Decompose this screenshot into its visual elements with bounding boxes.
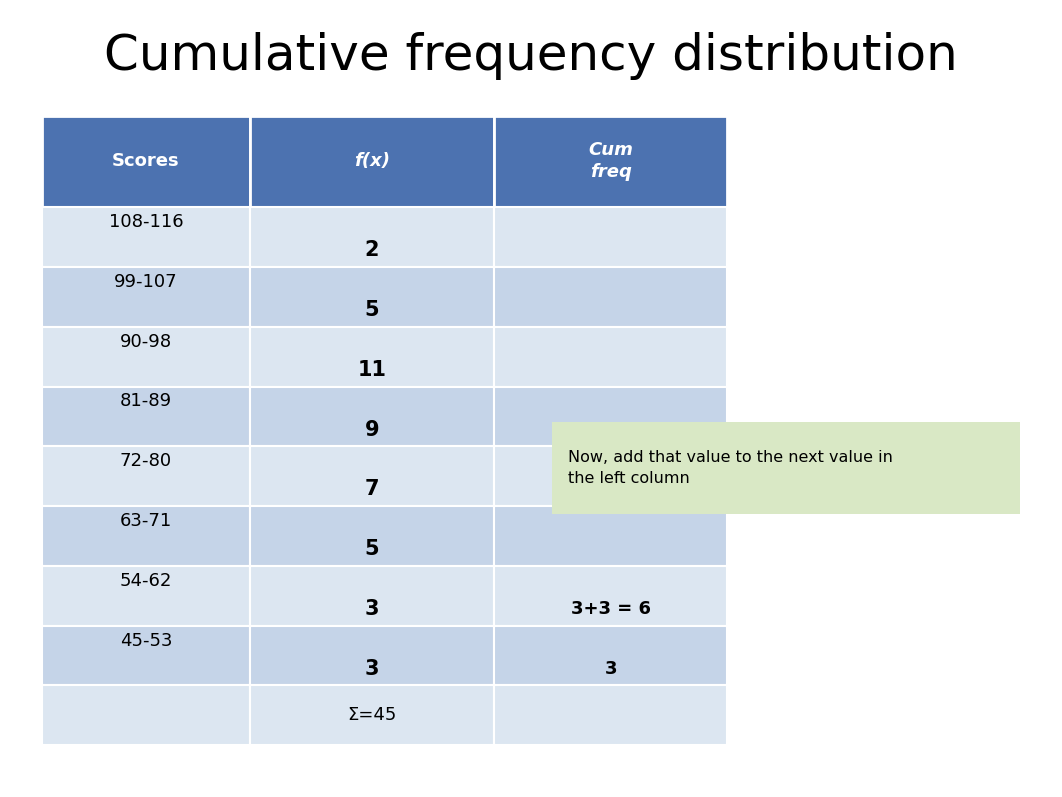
Bar (42, 446, 250, 506)
Text: 63-71: 63-71 (120, 512, 172, 530)
Bar (42, 506, 250, 566)
Text: 3: 3 (364, 599, 379, 619)
Bar (494, 566, 727, 626)
Bar (494, 116, 727, 207)
Text: 54-62: 54-62 (120, 571, 172, 590)
Bar (250, 506, 494, 566)
Bar (42, 566, 250, 626)
Text: 45-53: 45-53 (120, 631, 172, 650)
Text: Σ=45: Σ=45 (347, 706, 396, 724)
Bar (250, 626, 494, 685)
Text: 3: 3 (364, 658, 379, 679)
Text: 108-116: 108-116 (108, 213, 184, 231)
Text: 3+3 = 6: 3+3 = 6 (570, 600, 651, 618)
Bar (494, 207, 727, 267)
Text: 5: 5 (364, 300, 379, 320)
Bar (494, 446, 727, 506)
Bar (250, 685, 494, 745)
Bar (250, 207, 494, 267)
Bar (250, 566, 494, 626)
Bar (494, 626, 727, 685)
Text: f(x): f(x) (354, 152, 390, 171)
Bar (42, 267, 250, 327)
Bar (250, 387, 494, 446)
Text: 81-89: 81-89 (120, 392, 172, 410)
Bar (494, 327, 727, 387)
Bar (494, 267, 727, 327)
Bar (250, 327, 494, 387)
Bar (250, 116, 494, 207)
Bar (42, 327, 250, 387)
Text: Cumulative frequency distribution: Cumulative frequency distribution (104, 32, 958, 80)
Bar (42, 116, 250, 207)
Bar (250, 446, 494, 506)
Bar (42, 387, 250, 446)
Text: Scores: Scores (113, 152, 179, 171)
Text: 72-80: 72-80 (120, 452, 172, 470)
Bar (494, 387, 727, 446)
Bar (42, 207, 250, 267)
Text: Cum
freq: Cum freq (588, 141, 633, 182)
Text: 7: 7 (364, 479, 379, 500)
Bar (42, 626, 250, 685)
Bar (42, 685, 250, 745)
Text: 3: 3 (604, 660, 617, 677)
Bar (494, 506, 727, 566)
Bar (494, 685, 727, 745)
Text: Now, add that value to the next value in
the left column: Now, add that value to the next value in… (568, 450, 893, 486)
Text: 9: 9 (364, 419, 379, 440)
Text: 11: 11 (357, 359, 387, 380)
Text: 2: 2 (364, 240, 379, 261)
Text: 5: 5 (364, 539, 379, 559)
Bar (552, 422, 1020, 514)
Text: 90-98: 90-98 (120, 332, 172, 351)
Bar (250, 267, 494, 327)
Text: 99-107: 99-107 (115, 273, 177, 291)
